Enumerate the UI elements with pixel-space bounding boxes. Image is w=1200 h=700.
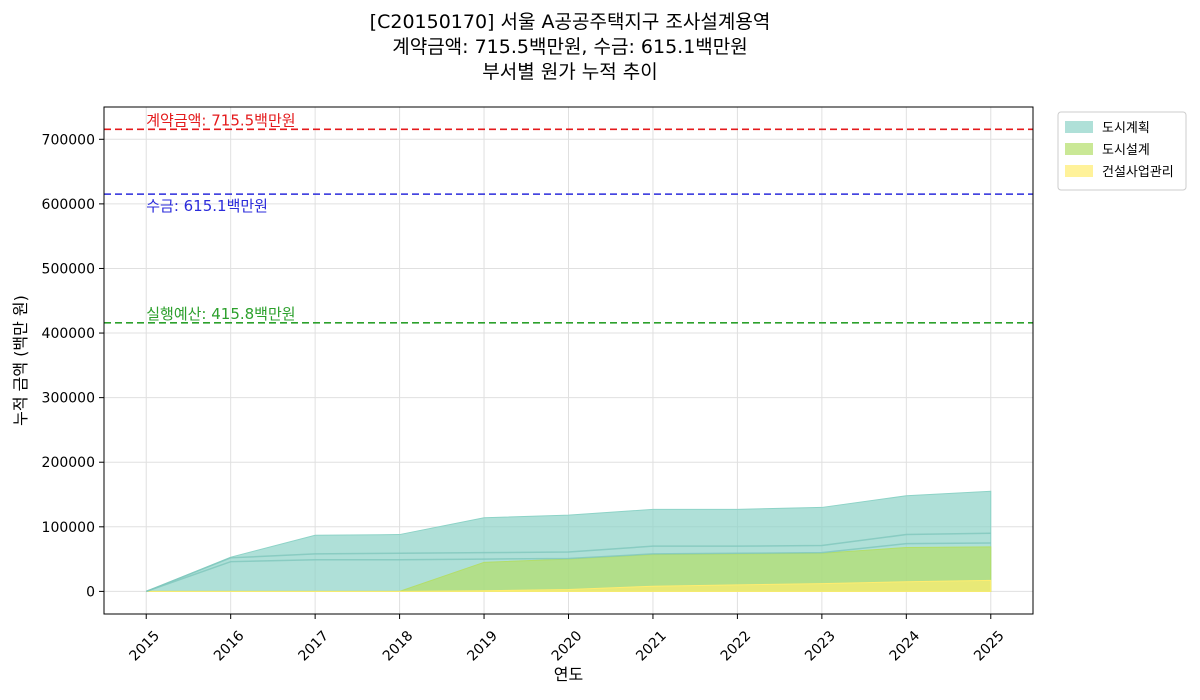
reference-label-2: 수금: 615.1백만원 [146,197,268,215]
reference-label-1: 계약금액: 715.5백만원 [146,111,295,129]
area-series [146,490,992,592]
legend-label-3: 건설사업관리 [1102,165,1174,180]
title-line-1: [C20150170] 서울 A공공주택지구 조사설계용역 [369,11,771,33]
y-tick-label-200000: 200000 [42,455,95,471]
reference-label-3: 실행예산: 415.8백만원 [146,305,295,323]
legend-swatch-3 [1065,165,1093,177]
x-tick-label-2017: 2017 [295,628,332,665]
x-tick-label-2019: 2019 [464,628,501,665]
x-axis-label: 연도 [554,665,583,684]
area-3 [146,579,992,592]
y-axis-label: 누적 금액 (백만 원) [11,295,30,426]
y-axis-ticks: 0 100000 200000 300000 400000 500000 600000 700… [42,132,104,600]
x-axis-ticks: 2015 2016 2017 2018 2019 2020 2021 2022 2023 2024… [127,614,1008,665]
legend-swatch-2 [1065,143,1093,155]
title-line-3: 부서별 원가 누적 추이 [482,61,658,83]
y-tick-label-500000: 500000 [42,261,95,277]
chart-title: [C20150170] 서울 A공공주택지구 조사설계용역 계약금액: 715.… [0,10,1140,85]
series-lines [145,532,991,593]
x-tick-label-2024: 2024 [887,628,924,665]
x-tick-label-2018: 2018 [380,628,417,665]
x-tick-label-2025: 2025 [971,628,1008,665]
y-tick-label-400000: 400000 [42,326,95,342]
x-tick-label-2020: 2020 [549,628,586,665]
y-tick-label-600000: 600000 [42,197,95,213]
title-line-2: 계약금액: 715.5백만원, 수금: 615.1백만원 [392,36,748,58]
series-line-2 [145,542,991,593]
legend-label-1: 도시계획 [1102,121,1150,136]
x-tick-label-2021: 2021 [633,628,670,665]
x-tick-label-2022: 2022 [718,628,755,665]
x-tick-label-2015: 2015 [127,628,164,665]
y-tick-label-100000: 100000 [42,520,95,536]
legend-swatch-1 [1065,121,1093,133]
legend-label-2: 도시설계 [1102,143,1150,158]
series-line-1 [145,532,991,593]
x-tick-label-2023: 2023 [802,628,839,665]
y-tick-label-300000: 300000 [42,391,95,407]
y-tick-label-700000: 700000 [42,132,95,148]
y-tick-label-0: 0 [86,584,95,600]
x-tick-label-2016: 2016 [211,628,248,665]
